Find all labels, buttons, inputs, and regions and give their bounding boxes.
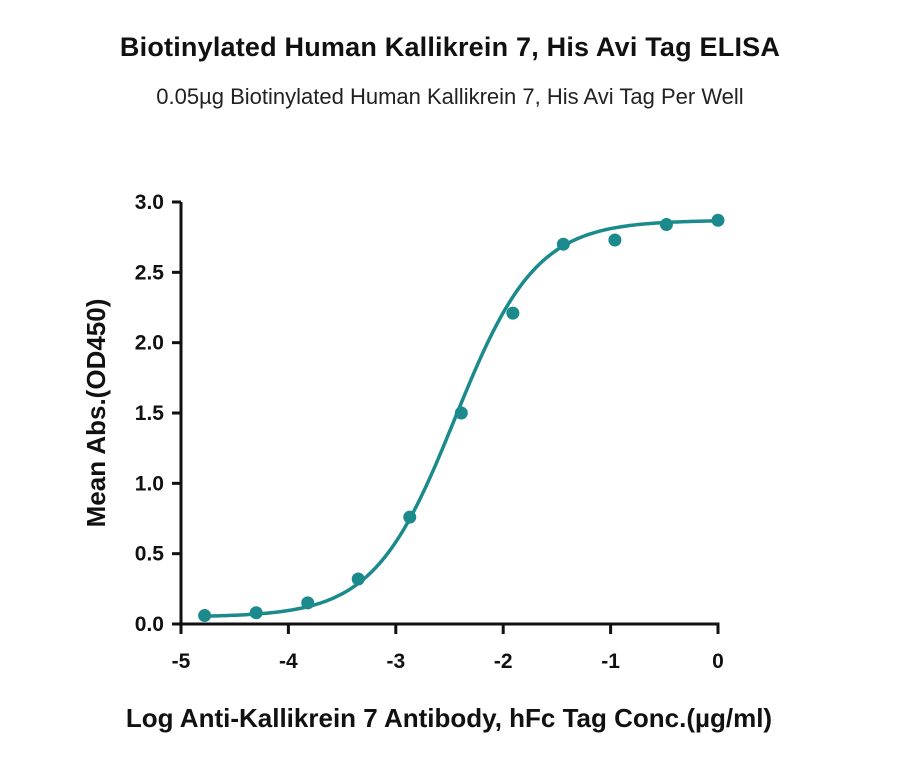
- y-tick-label: 0.0: [135, 613, 164, 636]
- chart-title: Biotinylated Human Kallikrein 7, His Avi…: [119, 32, 781, 62]
- data-point: [454, 406, 468, 420]
- y-tick-label: 2.5: [135, 261, 165, 284]
- y-tick-label: 1.5: [135, 402, 165, 425]
- y-tick-label: 0.5: [135, 543, 165, 566]
- x-tick-label: -5: [172, 650, 191, 673]
- x-tick-label: -3: [386, 650, 405, 673]
- chart-subtitle: 0.05µg Biotinylated Human Kallikrein 7, …: [156, 84, 744, 109]
- data-point: [556, 237, 570, 251]
- x-tick-label: -4: [279, 650, 298, 673]
- data-points: [198, 213, 725, 623]
- data-point: [249, 606, 263, 620]
- data-point: [659, 218, 673, 232]
- x-tick-label: 0: [712, 650, 724, 673]
- y-axis-title: Mean Abs.(OD450): [81, 299, 111, 528]
- data-point: [711, 213, 725, 227]
- fit-curve: [204, 219, 719, 618]
- data-point: [506, 306, 520, 320]
- data-point: [301, 596, 315, 610]
- axes: 0.0 0.5 1.0 1.5 2.0 2.5 3.0 -5 -4 -3 -2 -1 0: [135, 191, 724, 673]
- data-point: [198, 609, 212, 623]
- x-axis-title: Log Anti-Kallikrein 7 Antibody, hFc Tag …: [126, 703, 772, 733]
- x-tick-label: -1: [601, 650, 620, 673]
- y-tick-label: 3.0: [135, 191, 164, 214]
- fit-curve-group: [204, 219, 719, 618]
- y-tick-label: 2.0: [135, 332, 164, 355]
- x-tick-label: -2: [494, 650, 513, 673]
- data-point: [608, 233, 622, 247]
- y-tick-label: 1.0: [135, 472, 164, 495]
- data-point: [351, 572, 365, 586]
- data-point: [403, 510, 417, 524]
